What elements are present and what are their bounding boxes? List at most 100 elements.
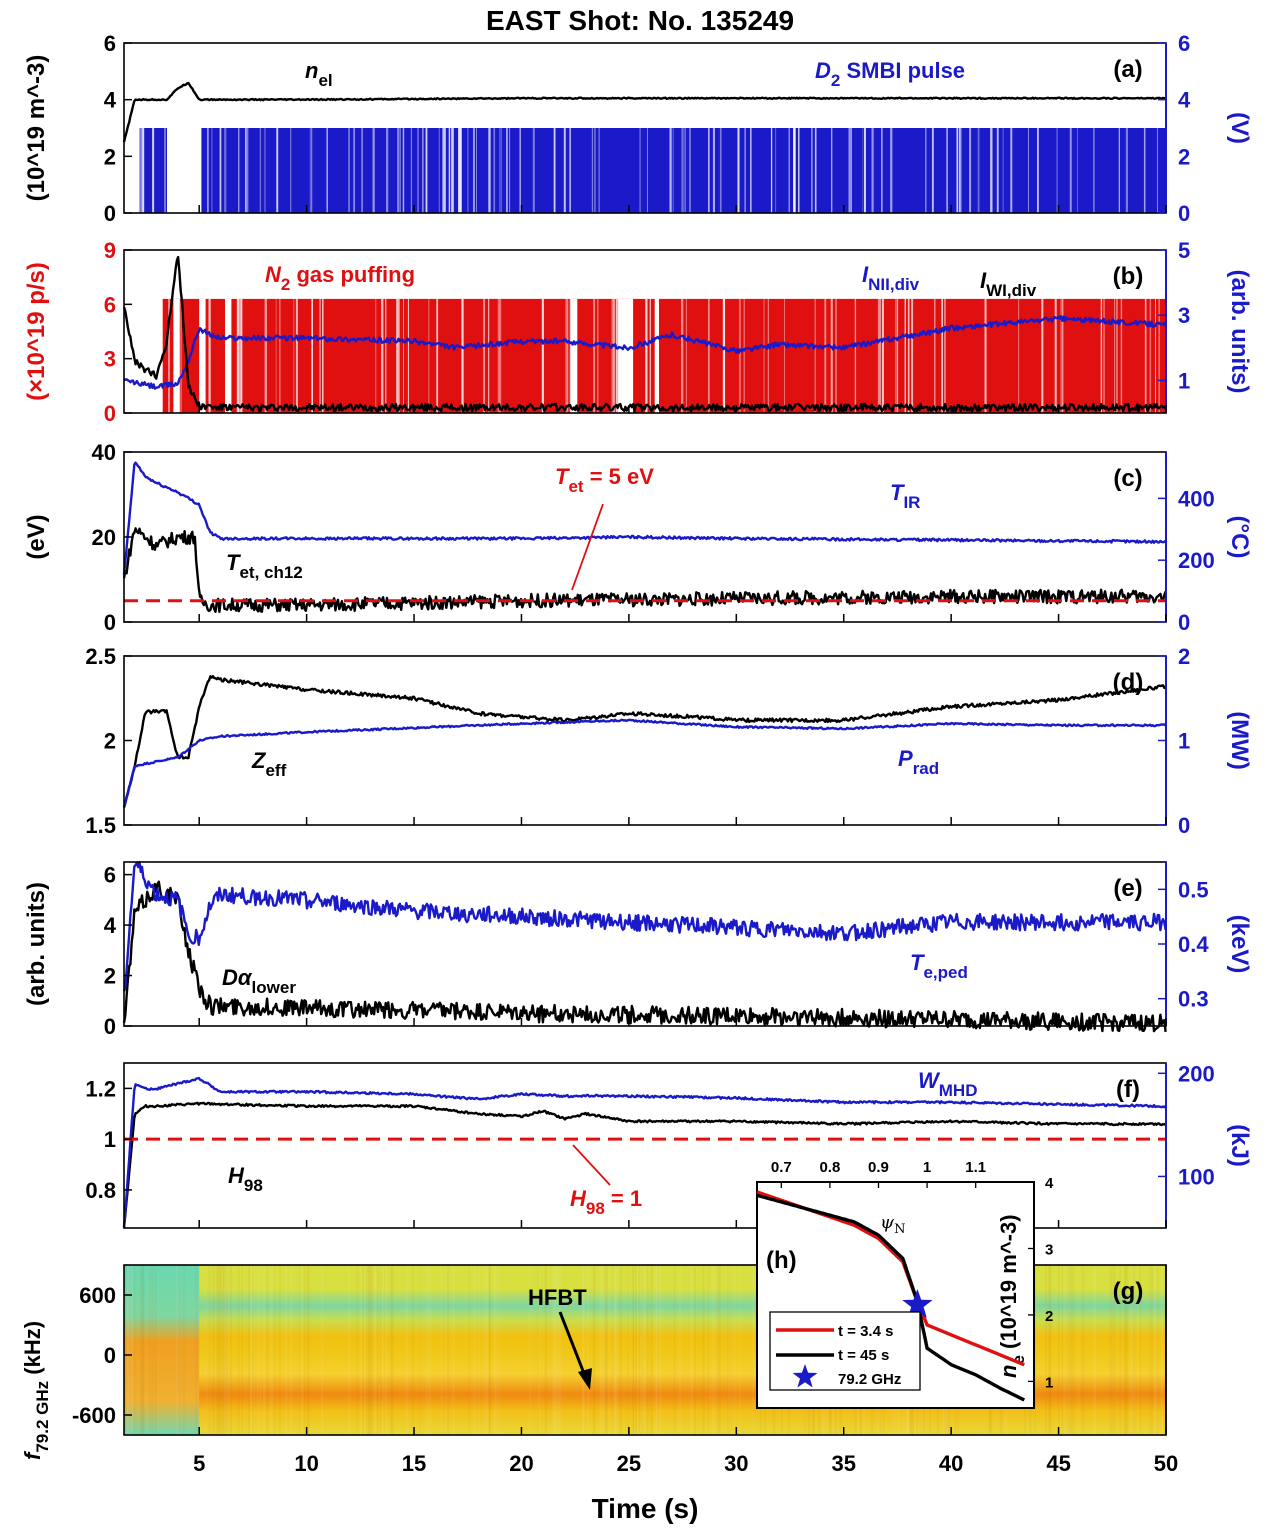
series-a-0 (122, 81, 1166, 143)
spectrogram-streak (218, 1265, 221, 1435)
pulse-gap-line (238, 128, 240, 213)
spectrogram-streak (641, 1265, 644, 1435)
pulse-gap-line (1056, 128, 1058, 213)
pulse-gap-line (386, 128, 389, 213)
spectrogram-streak (237, 1265, 240, 1435)
pulse-gap-line (509, 128, 511, 213)
pulse-gap-line (375, 298, 377, 413)
legend-entry-0: t = 3.4 s (838, 1323, 893, 1340)
spectrogram-streak (583, 1265, 585, 1435)
spectrogram-streak (298, 1265, 300, 1435)
pulse-gap-line (467, 128, 469, 213)
left-tick-label: 1 (104, 1127, 116, 1152)
spectrogram-streak (718, 1265, 721, 1435)
pulse-gap-line (499, 128, 501, 213)
spectrogram-streak (555, 1265, 558, 1435)
pulse-gap-line (506, 128, 508, 213)
pulse-gap-line (925, 128, 927, 213)
spectrogram-streak (270, 1265, 272, 1435)
spectrogram-streak (537, 1265, 540, 1435)
spectrogram-streak (1049, 1265, 1052, 1435)
spectrogram-streak (717, 1265, 719, 1435)
spectrogram-streak (411, 1265, 414, 1435)
pulse-gap-line (259, 128, 261, 213)
pulse-gap-line (639, 128, 641, 213)
spectrogram-streak (1069, 1265, 1072, 1435)
spectrogram-streak (124, 1265, 127, 1435)
spectrogram-streak (752, 1265, 755, 1435)
pulse-gap-line (597, 298, 599, 413)
pulse-gap-line (168, 298, 170, 413)
annotation-arrowhead-g (578, 1368, 592, 1390)
spectrogram-streak (1057, 1265, 1060, 1435)
spectrogram-streak (220, 1265, 223, 1435)
pulse-a (139, 128, 1166, 213)
pulse-gap (167, 128, 202, 213)
pulse-gap-line (1155, 298, 1156, 413)
inset-label: (h) (766, 1247, 797, 1274)
panel-label-d: (d) (1113, 669, 1144, 696)
pulse-gap-line (850, 128, 852, 213)
pulse-gap-line (326, 128, 328, 213)
spectrogram-streak (177, 1265, 180, 1435)
pulse-gap-line (493, 128, 496, 213)
right-tick-label: 1 (1178, 729, 1190, 754)
inset-y-label: ne (10^19 m^-3) (996, 1214, 1028, 1378)
spectrogram-streak (1072, 1265, 1075, 1435)
spectrogram-streak (709, 1265, 711, 1435)
spectrogram-streak (1132, 1265, 1136, 1435)
pulse-gap-line (591, 128, 594, 213)
spectrogram-streak (154, 1265, 157, 1435)
panel-e: 0 2 4 6 0.3 0.4 0.5 (e) (arb. units) (keV) Dαlower… (23, 861, 1253, 1039)
pulse-gap-line (1145, 298, 1147, 413)
spectrogram-streak (374, 1265, 377, 1435)
spectrogram-streak (213, 1265, 216, 1435)
pulse-gap-line (139, 128, 141, 213)
pulse-gap-line (723, 298, 726, 413)
spectrogram-streak (271, 1265, 274, 1435)
inset-x-tick-label: 1.1 (965, 1159, 986, 1176)
pulse-gap-line (814, 298, 816, 413)
spectrogram-streak (538, 1265, 541, 1435)
spectrogram-streak (593, 1265, 595, 1435)
legend-star (792, 1364, 818, 1388)
spectrogram-streak (1062, 1265, 1064, 1435)
spectrogram-streak (612, 1265, 615, 1435)
annotation-f-2: WMHD (918, 1068, 977, 1100)
spectrogram-streak (440, 1265, 442, 1435)
pulse-gap-line (848, 128, 851, 213)
right-axis-unit-f: (kJ) (1226, 1124, 1253, 1167)
inset-x-tick-label: 0.9 (868, 1159, 889, 1176)
pulse-gap-line (830, 298, 833, 413)
spectrogram-streak (1123, 1265, 1126, 1435)
spectrogram-streak (1130, 1265, 1134, 1435)
spectrogram-streak (468, 1265, 470, 1435)
pulse-gap-line (428, 298, 430, 413)
pulse-gap-line (907, 298, 910, 413)
pulse-gap-line (567, 298, 568, 413)
series-b-2 (122, 255, 1167, 413)
pulse-gap-line (956, 128, 959, 213)
spectrogram-streak (673, 1265, 676, 1435)
left-axis-unit-a: (10^19 m^-3) (23, 55, 50, 202)
x-tick-label: 20 (509, 1451, 533, 1476)
pulse-gap-line (570, 298, 572, 413)
series-e-1 (122, 861, 1167, 992)
left-tick-label: 1.5 (85, 813, 116, 838)
spectrogram-streak (378, 1265, 381, 1435)
spectrogram-streak (632, 1265, 634, 1435)
pulse-gap (173, 298, 180, 413)
pulse-gap-line (1158, 298, 1160, 413)
spectrogram-streak (1160, 1265, 1164, 1435)
legend-entry-2: 79.2 GHz (838, 1371, 901, 1388)
spectrogram-streak (127, 1265, 130, 1435)
spectrogram-streak (248, 1265, 250, 1435)
pulse-gap-line (775, 128, 777, 213)
spectrogram-streak (248, 1265, 251, 1435)
spectrogram-streak (529, 1265, 531, 1435)
spectrogram-streak (364, 1265, 366, 1435)
spectrogram-streak (646, 1265, 649, 1435)
spectrogram-streak (360, 1265, 363, 1435)
spectrogram-streak (298, 1265, 300, 1435)
